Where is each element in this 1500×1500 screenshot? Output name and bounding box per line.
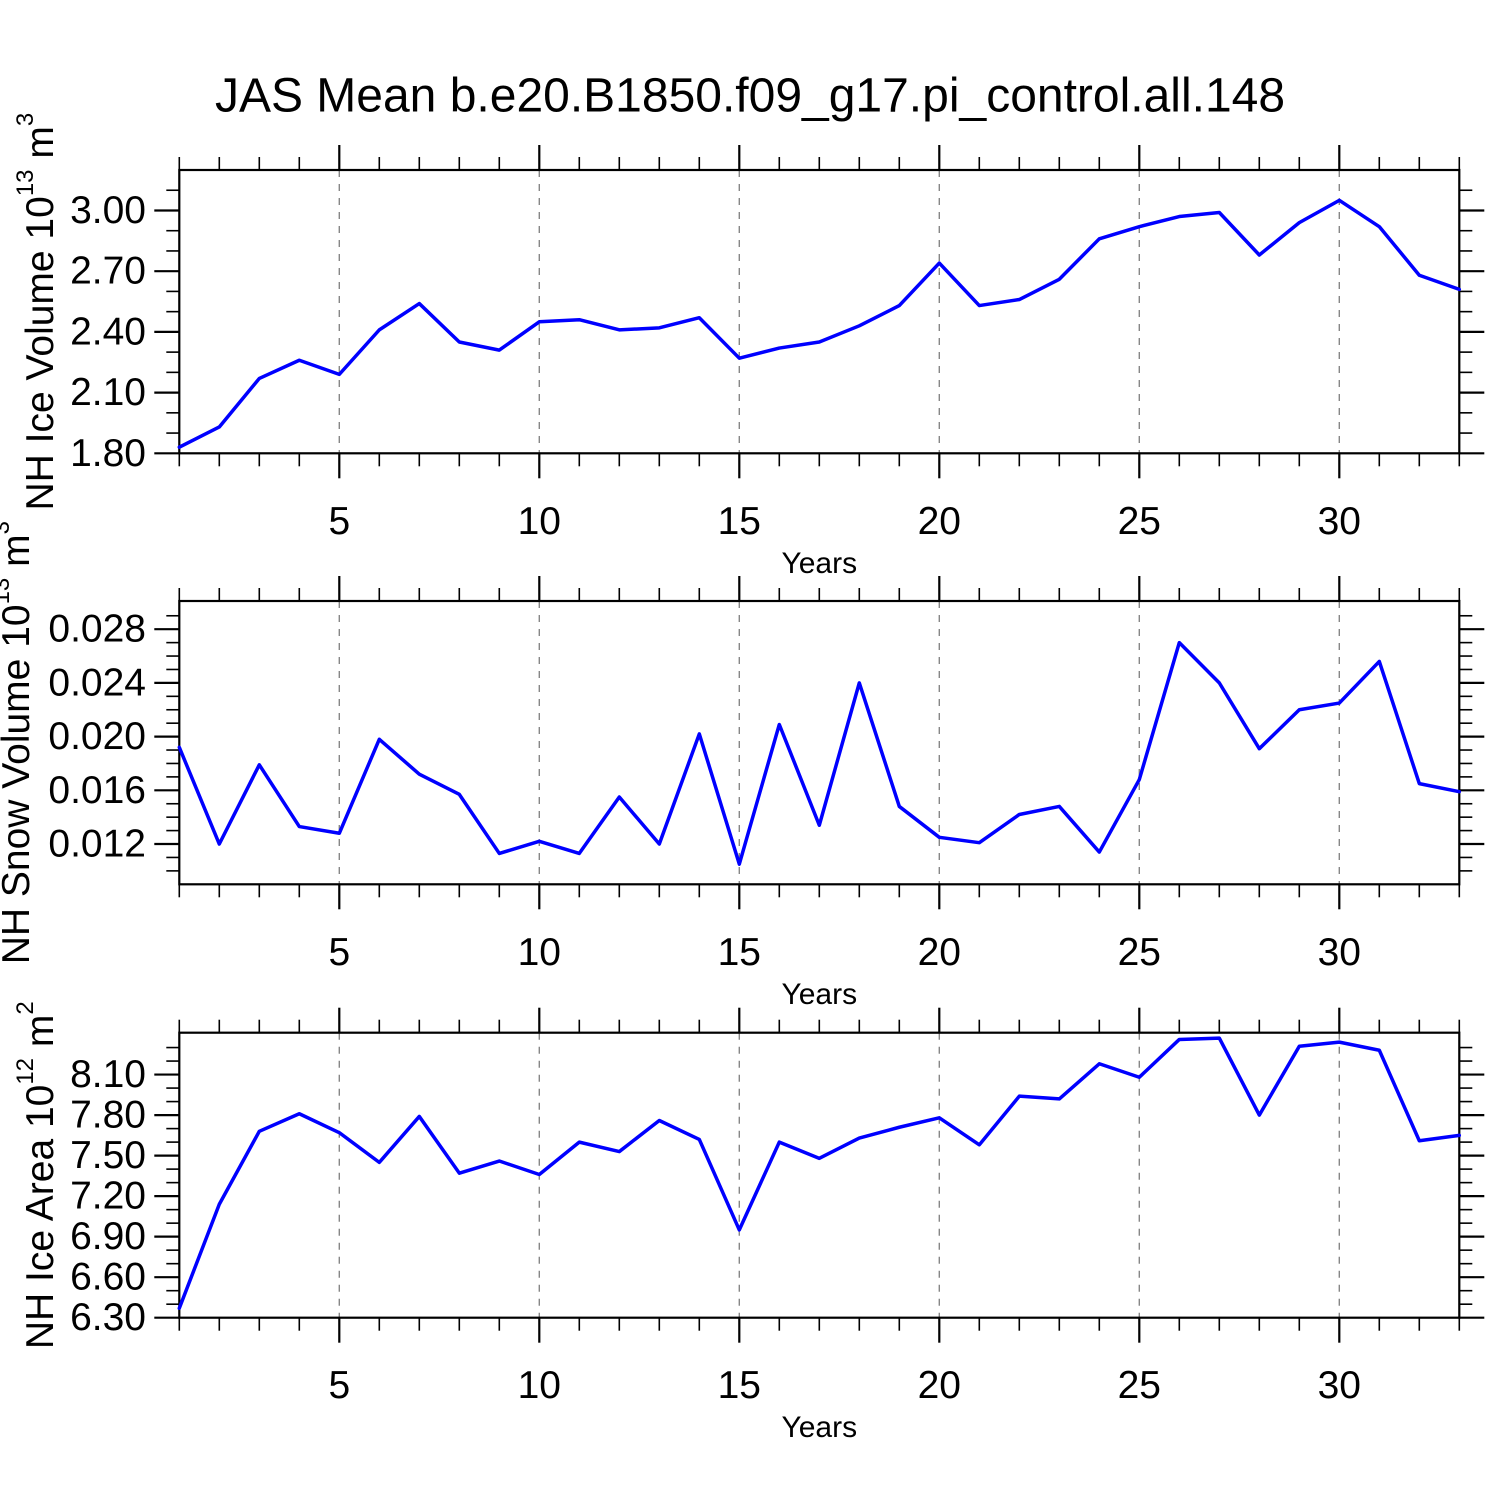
x-tick-label: 30 [1318,500,1361,543]
x-tick-label: 10 [518,500,561,543]
x-tick-label: 15 [718,500,761,543]
x-tick-label: 5 [328,931,350,974]
y-tick-label: 3.00 [70,189,146,232]
x-tick-label: 30 [1318,1364,1361,1407]
x-tick-label: 25 [1118,500,1161,543]
x-axis-label: Years [781,547,857,580]
y-tick-label: 2.40 [70,310,146,353]
series-line-nh-ice-area [177,1036,1462,1310]
x-tick-label: 25 [1118,931,1161,974]
series-line-nh-ice-volume [177,198,1462,449]
x-tick-label: 20 [918,1364,961,1407]
plot-frame [178,1031,1461,1319]
x-tick-label: 15 [718,931,761,974]
y-tick-label: 7.20 [70,1175,146,1218]
y-axis-label: NH Ice Area 1012​ m2​ [12,1001,62,1349]
x-tick-label: 5 [328,1364,350,1407]
y-tick-label: 6.30 [70,1296,146,1339]
x-tick-label: 5 [328,500,350,543]
y-axis-label: NH Snow Volume 1013​ m3​ [0,521,38,964]
y-tick-label: 0.028 [48,608,146,651]
panel-nh-ice-area: 5 10 15 20 25 30 6.306.606.907.207.507.808.10 Y… [12,1001,1485,1444]
panel-nh-snow-volume: 5 10 15 20 25 30 0.012 0.016 0.020 0.024 0.028 Year… [0,521,1485,1011]
panel-nh-ice-volume: 5 10 15 20 25 30 1.80 2.10 2.40 2.70 3.00 Years NH I… [12,113,1485,580]
y-tick-label: 7.80 [70,1094,146,1137]
plot-frame [178,168,1461,455]
y-tick-label: 0.024 [48,661,146,704]
x-axis-label: Years [781,1411,857,1444]
x-tick-label: 25 [1118,1364,1161,1407]
y-tick-label: 6.60 [70,1256,146,1299]
x-tick-label: 10 [518,931,561,974]
y-tick-label: 1.80 [70,432,146,475]
panels-group: 5 10 15 20 25 30 1.80 2.10 2.40 2.70 3.00 Years NH I… [0,113,1485,1444]
x-tick-label: 15 [718,1364,761,1407]
x-tick-label: 10 [518,1364,561,1407]
y-tick-label: 7.50 [70,1134,146,1177]
y-tick-label: 0.020 [48,715,146,758]
figure-title: JAS Mean b.e20.B1850.f09_g17.pi_control.… [215,70,1285,123]
x-tick-label: 30 [1318,931,1361,974]
y-tick-label: 0.012 [48,823,146,866]
x-axis-label: Years [781,978,857,1011]
series-line-nh-snow-volume [177,640,1462,866]
x-tick-label: 20 [918,500,961,543]
y-tick-label: 6.90 [70,1215,146,1258]
plot-frame [178,599,1461,886]
y-tick-label: 2.70 [70,250,146,293]
y-tick-label: 2.10 [70,371,146,414]
y-tick-label: 0.016 [48,769,146,812]
y-tick-label: 8.10 [70,1053,146,1096]
y-axis-label: NH Ice Volume 1013​ m3​ [12,113,62,511]
x-tick-label: 20 [918,931,961,974]
